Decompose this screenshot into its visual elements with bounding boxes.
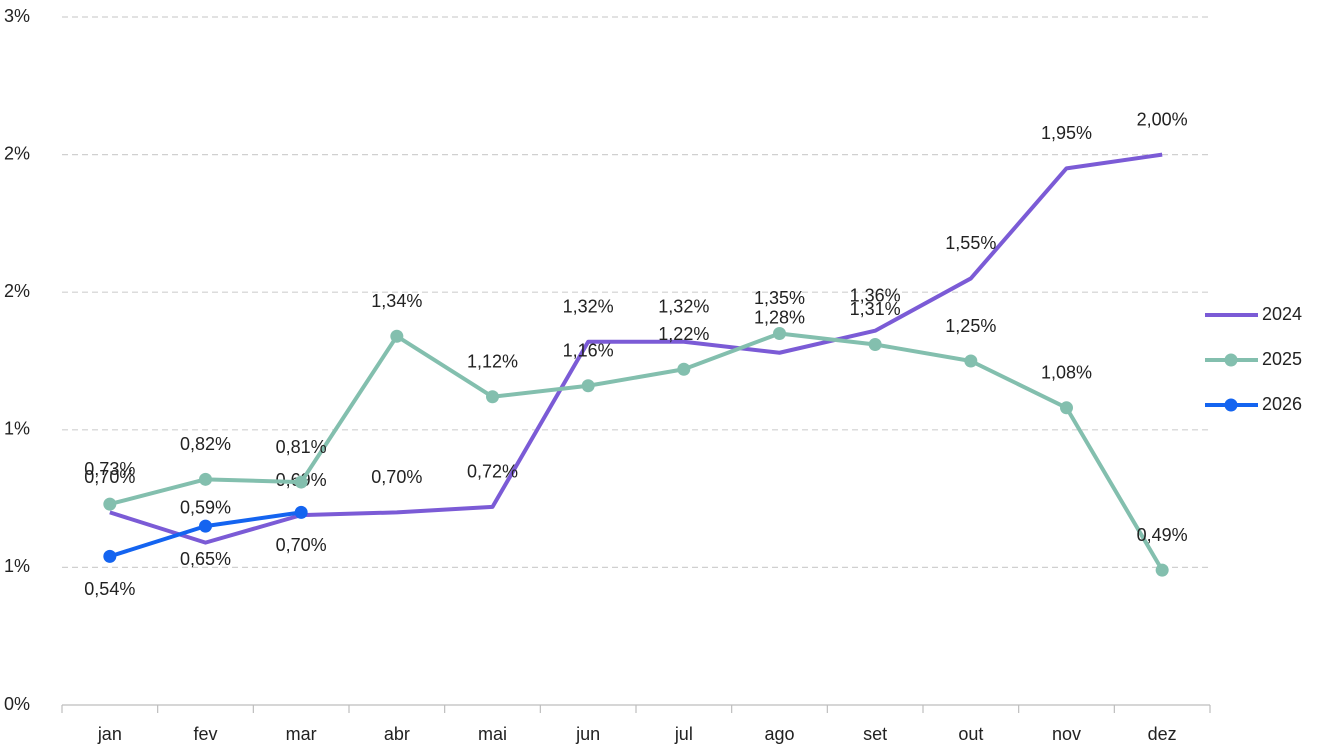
data-label: 1,28% bbox=[754, 307, 805, 327]
x-tick-label: jan bbox=[97, 724, 122, 744]
legend-label: 2025 bbox=[1262, 349, 1302, 369]
point bbox=[1060, 401, 1073, 415]
point bbox=[294, 475, 308, 489]
x-tick-label: mai bbox=[478, 724, 507, 744]
x-tick-label: nov bbox=[1052, 724, 1081, 744]
data-label: 1,31% bbox=[850, 299, 901, 319]
series-line bbox=[109, 331, 1164, 572]
point bbox=[294, 505, 308, 519]
x-tick-label: ago bbox=[764, 724, 794, 744]
data-label: 0,82% bbox=[180, 434, 231, 454]
point bbox=[581, 379, 595, 393]
data-label: 1,32% bbox=[658, 296, 709, 316]
legend-label: 2024 bbox=[1262, 304, 1302, 324]
point bbox=[868, 337, 882, 351]
data-label: 1,35% bbox=[754, 288, 805, 308]
legend-marker bbox=[1224, 398, 1238, 412]
x-tick-label: set bbox=[863, 724, 887, 744]
data-label: 0,73% bbox=[84, 459, 135, 479]
x-tick-label: dez bbox=[1148, 724, 1177, 744]
point bbox=[103, 549, 117, 563]
x-tick-label: fev bbox=[193, 724, 217, 744]
legend-label: 2026 bbox=[1262, 394, 1302, 414]
point bbox=[677, 362, 691, 376]
data-label: 1,55% bbox=[945, 233, 996, 253]
data-label: 0,72% bbox=[467, 462, 518, 482]
data-label: 1,36% bbox=[850, 285, 901, 305]
data-label: 1,12% bbox=[467, 352, 518, 372]
point bbox=[390, 329, 404, 343]
data-label: 0,70% bbox=[84, 467, 135, 487]
point bbox=[103, 497, 117, 511]
data-label: 0,59% bbox=[180, 497, 231, 517]
data-label: 1,32% bbox=[563, 296, 614, 316]
y-tick-label: 2% bbox=[4, 143, 30, 163]
data-label: 1,25% bbox=[945, 316, 996, 336]
x-tick-label: jul bbox=[674, 724, 693, 744]
data-label: 1,22% bbox=[658, 324, 709, 344]
data-label: 1,16% bbox=[563, 341, 614, 361]
data-label: 1,34% bbox=[371, 291, 422, 311]
y-tick-label: 3% bbox=[4, 6, 30, 26]
data-label: 0,70% bbox=[371, 467, 422, 487]
y-tick-label: 1% bbox=[4, 419, 30, 439]
x-tick-label: out bbox=[958, 724, 983, 744]
point bbox=[1155, 563, 1169, 577]
data-label: 0,81% bbox=[276, 437, 327, 457]
legend-marker bbox=[1224, 353, 1238, 367]
data-label: 0,70% bbox=[276, 535, 327, 555]
point bbox=[964, 354, 978, 368]
point bbox=[773, 326, 786, 340]
x-tick-label: mar bbox=[286, 724, 317, 744]
point bbox=[199, 519, 212, 533]
x-tick-label: abr bbox=[384, 724, 410, 744]
point bbox=[199, 472, 212, 486]
y-tick-label: 1% bbox=[4, 556, 30, 576]
data-label: 1,08% bbox=[1041, 363, 1092, 383]
data-label: 0,54% bbox=[84, 579, 135, 599]
point bbox=[486, 390, 499, 404]
data-label: 2,00% bbox=[1137, 109, 1188, 129]
y-tick-label: 2% bbox=[4, 281, 30, 301]
data-label: 0,49% bbox=[1137, 525, 1188, 545]
data-label: 0,65% bbox=[180, 549, 231, 569]
x-tick-label: jun bbox=[575, 724, 600, 744]
series-line bbox=[109, 152, 1163, 545]
y-tick-label: 0% bbox=[4, 694, 30, 714]
data-label: 1,95% bbox=[1041, 123, 1092, 143]
